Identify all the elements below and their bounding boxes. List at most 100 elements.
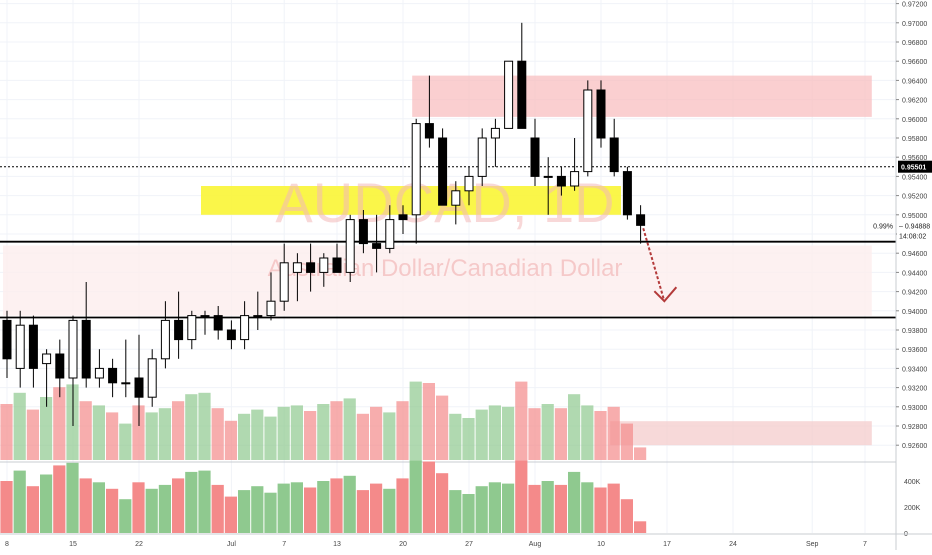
volume-bar [251,486,264,533]
volume-overlay-bar [515,381,528,460]
volume-overlay-bar [541,404,554,460]
volume-overlay-bar [488,405,501,460]
candle-down [213,315,223,331]
candles [2,22,646,426]
volume-bar [0,481,13,533]
candle-up [68,319,78,379]
volume-overlay-bar [581,405,594,460]
volume-bar [541,481,554,533]
volume-overlay-bar [92,405,105,460]
time-tick-label: Jul [227,541,236,548]
zone-1 [201,186,621,215]
volume-bar [343,475,356,533]
volume-overlay-bar [211,408,224,460]
volume-bar [634,521,647,533]
volume-bar [396,478,409,533]
volume-bar [488,482,501,533]
price-tick-label: 0.96600 [902,59,927,66]
volume-overlay-bar [568,394,581,460]
volume-bar [330,478,343,533]
candle-down [134,377,144,398]
price-tick-label: 0.92800 [902,424,927,431]
volume-panel [0,460,896,533]
projection-arrow [642,227,678,303]
candle-down [2,319,12,360]
candle-up [292,262,302,273]
price-zones [3,75,872,446]
price-tick-label: 0.94400 [902,270,927,277]
price-volume-overlay [0,381,647,460]
time-tick-label: 17 [663,541,671,548]
volume-bar [224,496,237,533]
price-tick-label: 0.97000 [902,21,927,28]
volume-overlay-bar [330,401,343,460]
volume-bar [66,462,79,533]
volume-overlay-bar [0,404,13,460]
candle-up [121,382,131,385]
volume-bar [304,487,317,533]
volume-overlay-bar [528,408,541,460]
candle-down [174,319,184,341]
candle-down [55,353,65,379]
time-tick-label: 15 [69,541,77,548]
candle-up [583,89,593,173]
volume-bar [26,486,39,533]
volume-tick-label: 200K [904,505,921,512]
countdown-label: 14:08:02 [899,234,926,241]
candle-down [609,137,619,173]
volume-overlay-bar [620,423,633,460]
volume-overlay-bar [198,392,211,460]
volume-bar [264,492,277,533]
candle-up [451,190,461,206]
volume-bar [238,490,251,533]
volume-overlay-bar [277,406,290,460]
candle-up [345,219,355,273]
volume-bar [53,465,66,533]
price-tick-label: 0.94600 [902,251,927,258]
candle-up [42,353,52,365]
price-tick-label: 0.93400 [902,366,927,373]
volume-bar [462,494,475,533]
price-tick-label: 0.94000 [902,309,927,316]
candle-up [385,219,395,249]
volume-overlay-bar [370,406,383,460]
time-tick-label: 24 [729,541,737,548]
candle-up [187,315,197,341]
volume-overlay-bar [132,405,145,460]
volume-overlay-bar [343,398,356,460]
volume-bar [211,484,224,533]
time-tick-label: 27 [465,541,473,548]
arrow-shaft [642,227,666,302]
candle-up [319,257,329,273]
price-tick-label: 0.97200 [902,2,927,9]
candle-down [306,262,316,273]
volume-bar [620,499,633,533]
price-tick-label: 0.96800 [902,40,927,47]
time-tick-label: Aug [529,541,542,548]
time-tick-label: 13 [333,541,341,548]
volume-bar [594,487,607,533]
candle-up [147,358,157,398]
price-tick-label: 0.96200 [902,98,927,105]
candle-up [266,300,276,317]
candle-down [636,214,646,226]
volume-bar [158,484,171,533]
candle-down [438,137,448,206]
volume-bar [145,488,158,533]
volume-overlay-bar [475,409,488,460]
current-price-label: – 0.94888 [899,224,930,231]
volume-overlay-bar [607,406,620,460]
price-tick-label: 0.94200 [902,290,927,297]
price-tick-label: 0.95600 [902,155,927,162]
volume-overlay-bar [436,395,449,460]
volume-bar [409,460,422,533]
volume-overlay-bar [53,387,66,460]
volume-bar [515,460,528,533]
volume-overlay-bar [462,418,475,460]
volume-overlay-bar [356,413,369,460]
change-label: 0.99% [873,224,893,231]
candle-up [160,319,170,360]
volume-overlay-bar [383,412,396,460]
